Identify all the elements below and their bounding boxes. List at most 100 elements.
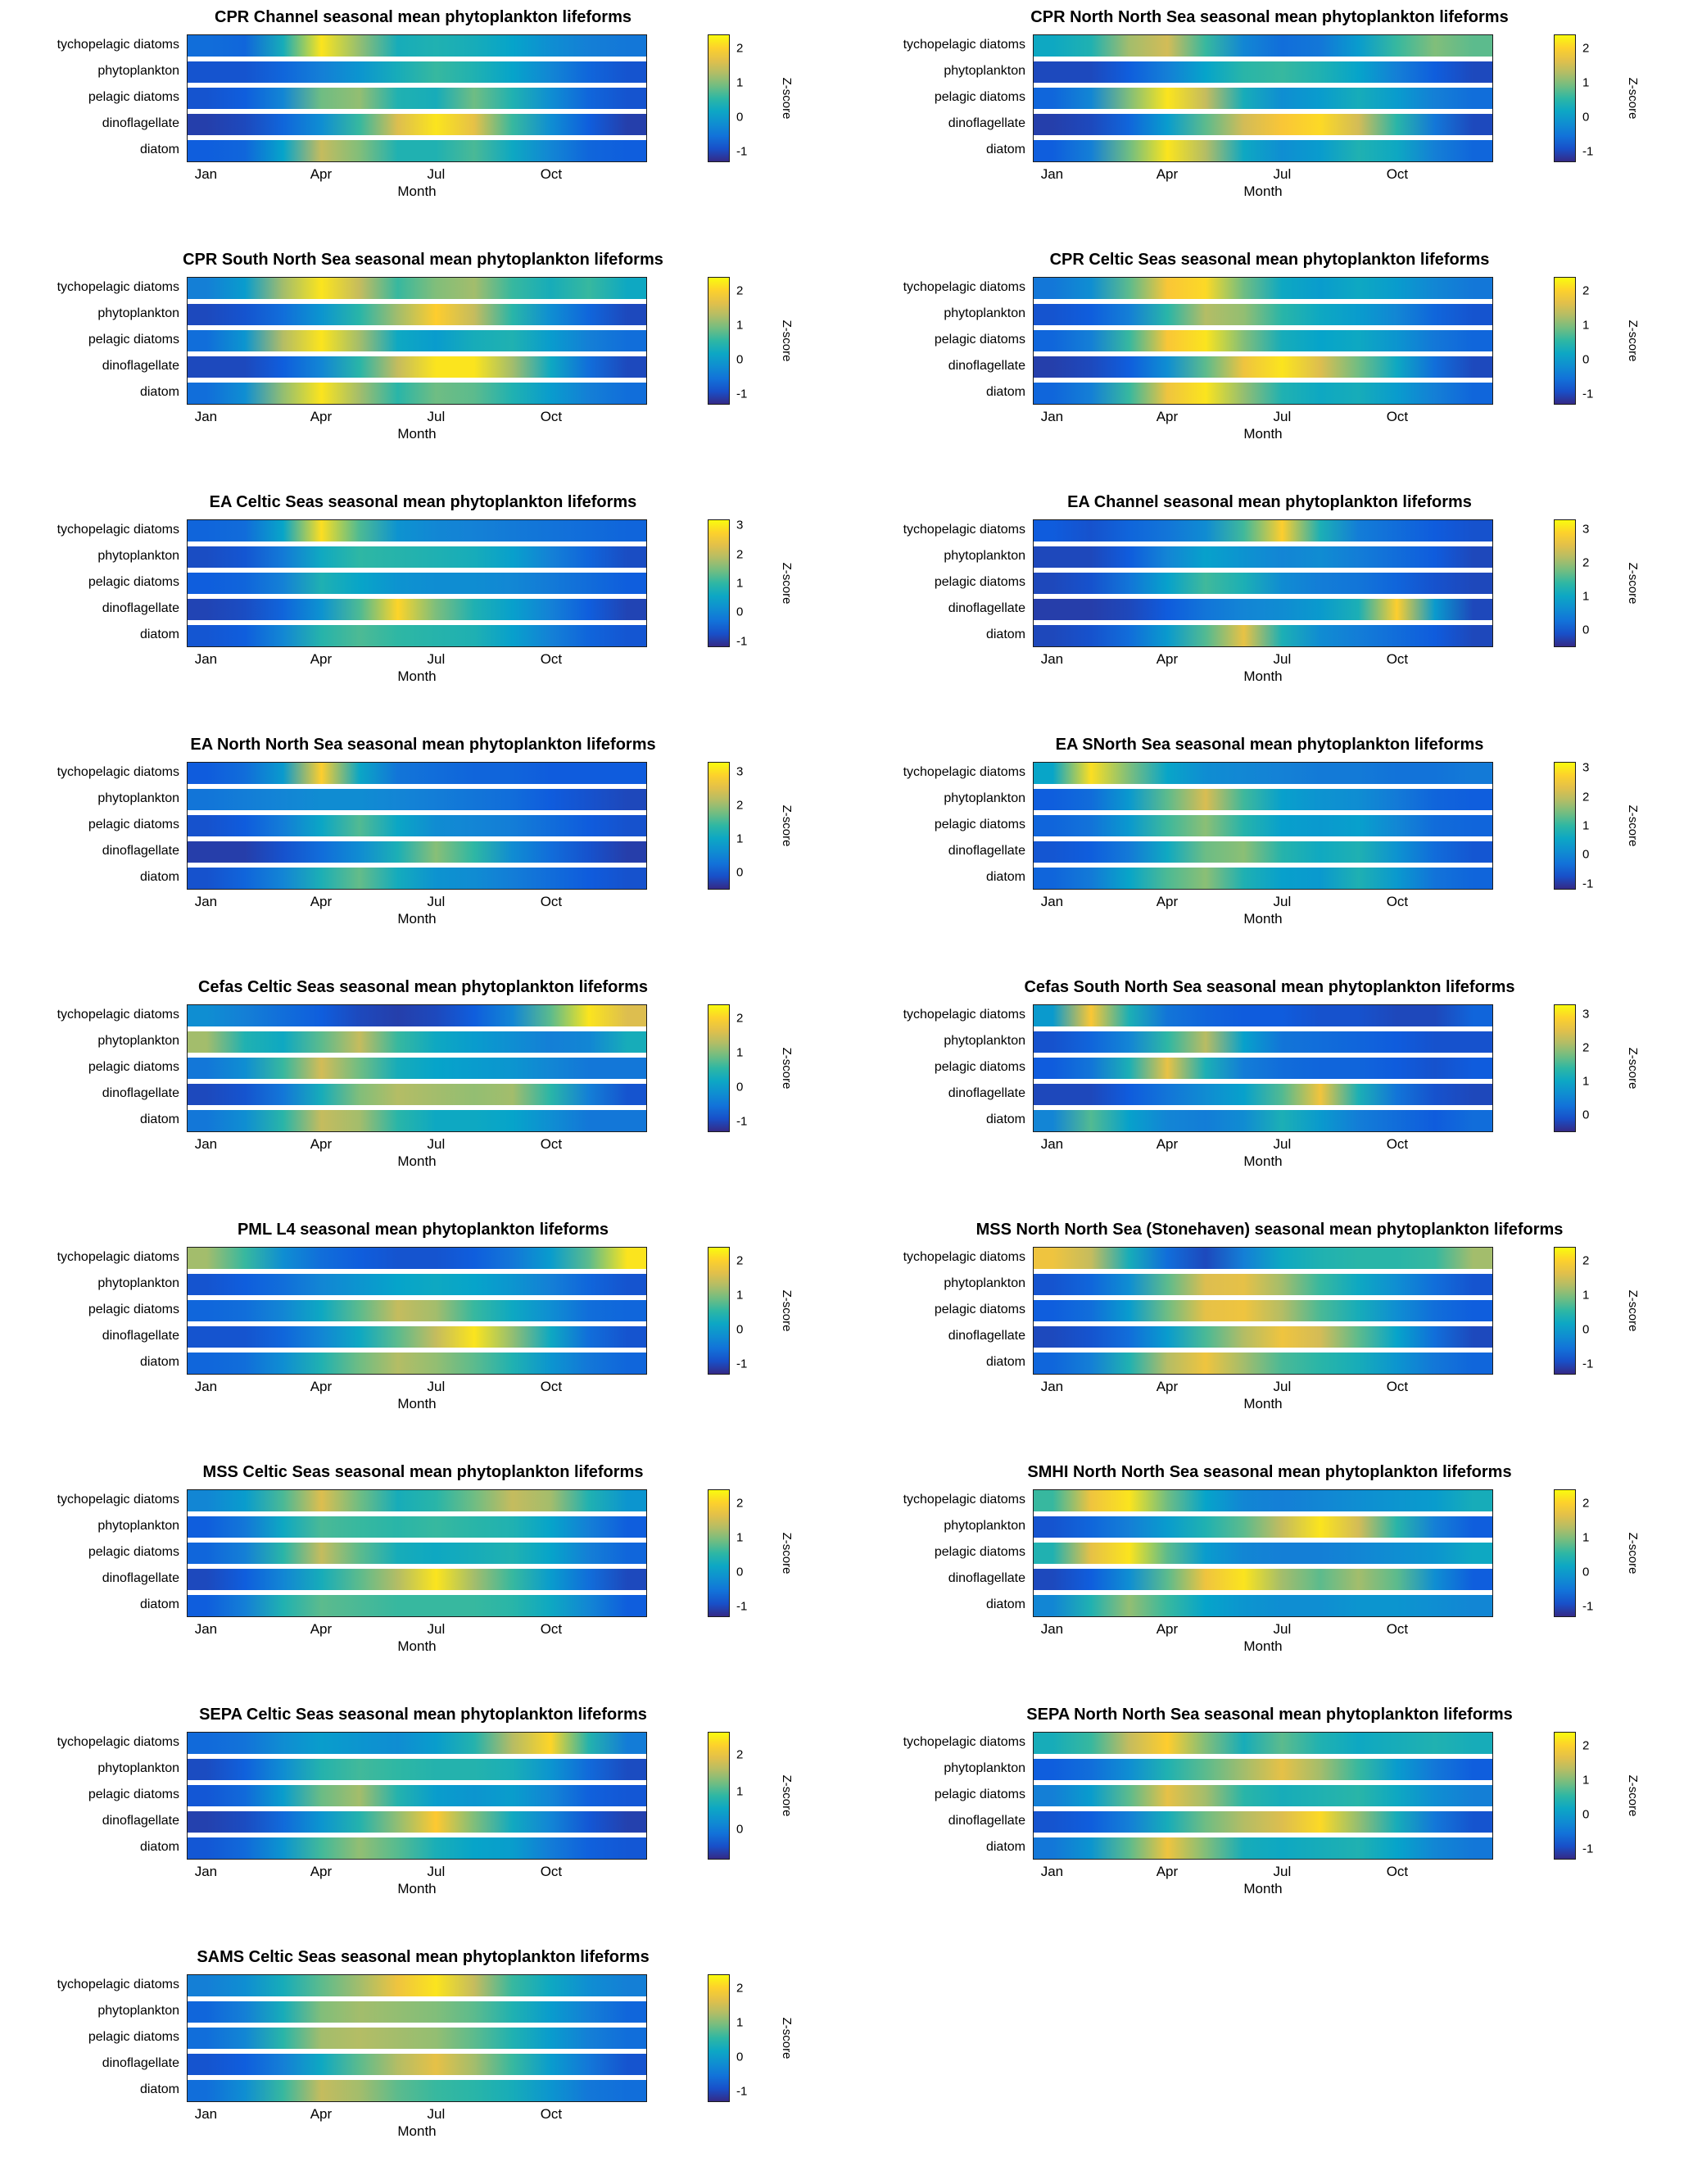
x-tick-jul: Jul <box>1273 409 1292 424</box>
row-label-tychopelagic-diatoms: tychopelagic diatoms <box>903 280 1025 294</box>
x-axis-ticks: Jan Apr Jul Oct <box>1033 162 1493 184</box>
row-label-dinoflagellate: dinoflagellate <box>948 1086 1025 1100</box>
heatmap-strip-tychopelagic-diatoms <box>1034 278 1492 299</box>
colorbar-tick: 2 <box>1582 1496 1590 1511</box>
row-label-pelagic-diatoms: pelagic diatoms <box>88 575 179 589</box>
x-tick-oct: Oct <box>540 409 563 424</box>
heatmap-strip-dinoflagellate <box>188 1811 646 1833</box>
heatmap-strip-diatom <box>188 1110 646 1131</box>
x-tick-jan: Jan <box>194 1136 218 1152</box>
heatmap-plot <box>187 762 647 890</box>
x-tick-jan: Jan <box>1040 894 1064 909</box>
row-label-diatom: diatom <box>139 2082 179 2096</box>
row-label-pelagic-diatoms: pelagic diatoms <box>934 1303 1025 1316</box>
y-axis-labels: tychopelagic diatoms phytoplankton pelagic… <box>0 277 187 403</box>
y-axis-labels: tychopelagic diatoms phytoplankton pelagic… <box>846 277 1033 403</box>
x-axis-ticks: Jan Apr Jul Oct <box>187 647 647 668</box>
row-label-dinoflagellate: dinoflagellate <box>948 1814 1025 1828</box>
heatmap-strip-diatom <box>188 1837 646 1859</box>
row-label-dinoflagellate: dinoflagellate <box>102 601 179 615</box>
heatmap-strip-dinoflagellate <box>188 356 646 378</box>
chart-panel-sams-celtic-seas: SAMS Celtic Seas seasonal mean phytoplan… <box>0 1940 846 2182</box>
heatmap-strip-phytoplankton <box>1034 1274 1492 1295</box>
colorbar-tick: 1 <box>736 1045 744 1060</box>
colorbar-zscore-label: Z-score <box>1626 77 1640 120</box>
heatmap-strip-phytoplankton <box>188 546 646 568</box>
row-label-diatom: diatom <box>985 1355 1025 1369</box>
row-label-dinoflagellate: dinoflagellate <box>948 116 1025 130</box>
x-tick-apr: Apr <box>310 894 333 909</box>
x-tick-jan: Jan <box>194 1864 218 1879</box>
colorbar-area: Z-score 3 2 1 0 <box>1554 1004 1668 1132</box>
colorbar-tick: -1 <box>1582 1357 1594 1371</box>
x-tick-apr: Apr <box>1156 651 1179 667</box>
colorbar-tick: 0 <box>1582 1807 1590 1822</box>
row-label-dinoflagellate: dinoflagellate <box>102 359 179 373</box>
row-label-tychopelagic-diatoms: tychopelagic diatoms <box>57 1978 179 1991</box>
heatmap-strip-tychopelagic-diatoms <box>188 763 646 784</box>
heatmap-strip-tychopelagic-diatoms <box>1034 1733 1492 1754</box>
colorbar <box>1554 277 1576 405</box>
heatmap-strip-tychopelagic-diatoms <box>188 520 646 541</box>
x-tick-oct: Oct <box>1386 894 1409 909</box>
colorbar-zscore-label: Z-score <box>780 804 794 847</box>
x-tick-apr: Apr <box>310 1379 333 1394</box>
chart-panel-cpr-north-north-sea: CPR North North Sea seasonal mean phytop… <box>846 0 1693 242</box>
row-label-diatom: diatom <box>139 870 179 884</box>
row-label-diatom: diatom <box>139 143 179 156</box>
chart-panel-smhi-north-north-sea: SMHI North North Sea seasonal mean phyto… <box>846 1455 1693 1697</box>
colorbar-tick: 2 <box>736 798 744 813</box>
heatmap-strip-diatom <box>1034 1110 1492 1131</box>
heatmap-strip-tychopelagic-diatoms <box>1034 763 1492 784</box>
x-tick-jan: Jan <box>194 2106 218 2122</box>
row-label-dinoflagellate: dinoflagellate <box>948 1571 1025 1585</box>
x-tick-apr: Apr <box>1156 1136 1179 1152</box>
heatmap-strip-tychopelagic-diatoms <box>188 278 646 299</box>
row-label-pelagic-diatoms: pelagic diatoms <box>88 333 179 347</box>
colorbar-tick: -1 <box>1582 1842 1594 1856</box>
heatmap-strip-phytoplankton <box>188 2001 646 2023</box>
x-tick-jan: Jan <box>1040 1864 1064 1879</box>
panel-body: tychopelagic diatoms phytoplankton pelagic… <box>846 519 1693 647</box>
colorbar-area: Z-score 2 1 0 -1 <box>708 1247 822 1375</box>
row-label-pelagic-diatoms: pelagic diatoms <box>934 575 1025 589</box>
heatmap-strip-pelagic-diatoms <box>1034 1785 1492 1806</box>
colorbar <box>708 519 730 647</box>
colorbar <box>708 277 730 405</box>
row-label-pelagic-diatoms: pelagic diatoms <box>934 333 1025 347</box>
x-tick-jan: Jan <box>194 1621 218 1637</box>
x-axis-ticks: Jan Apr Jul Oct <box>187 1375 647 1396</box>
x-tick-jul: Jul <box>427 1136 446 1152</box>
colorbar-zscore-label: Z-score <box>780 1047 794 1090</box>
row-label-dinoflagellate: dinoflagellate <box>102 1086 179 1100</box>
colorbar-tick: 1 <box>1582 1530 1590 1545</box>
heatmap-strip-diatom <box>1034 1353 1492 1374</box>
x-tick-jul: Jul <box>427 2106 446 2122</box>
x-tick-apr: Apr <box>1156 1379 1179 1394</box>
heatmap-strip-dinoflagellate <box>1034 114 1492 135</box>
colorbar-zscore-label: Z-score <box>780 77 794 120</box>
colorbar-tick: -1 <box>736 1599 748 1614</box>
row-label-pelagic-diatoms: pelagic diatoms <box>88 1303 179 1316</box>
heatmap-plot <box>1033 1732 1493 1860</box>
colorbar-tick: 0 <box>1582 352 1590 367</box>
x-axis-label: Month <box>1243 1396 1283 1411</box>
row-label-phytoplankton: phytoplankton <box>944 306 1025 320</box>
heatmap-strip-phytoplankton <box>188 304 646 325</box>
panel-title: SEPA Celtic Seas seasonal mean phytoplan… <box>199 1706 647 1724</box>
row-label-phytoplankton: phytoplankton <box>97 1034 179 1048</box>
y-axis-labels: tychopelagic diatoms phytoplankton pelagic… <box>846 519 1033 646</box>
colorbar-area: Z-score 3 2 1 0 -1 <box>1554 761 1668 890</box>
heatmap-strip-phytoplankton <box>188 1759 646 1780</box>
colorbar-tick: 0 <box>736 352 744 367</box>
x-tick-jul: Jul <box>427 1379 446 1394</box>
row-label-diatom: diatom <box>139 1840 179 1854</box>
colorbar-area: Z-score 2 1 0 -1 <box>708 1489 822 1617</box>
colorbar-tick: 2 <box>736 1011 744 1026</box>
heatmap-strip-diatom <box>1034 868 1492 889</box>
x-tick-jan: Jan <box>194 166 218 182</box>
colorbar-tick: 0 <box>736 605 744 619</box>
x-tick-oct: Oct <box>1386 166 1409 182</box>
colorbar-area: Z-score 2 1 0 -1 <box>1554 1732 1668 1860</box>
heatmap-strip-pelagic-diatoms <box>188 815 646 836</box>
